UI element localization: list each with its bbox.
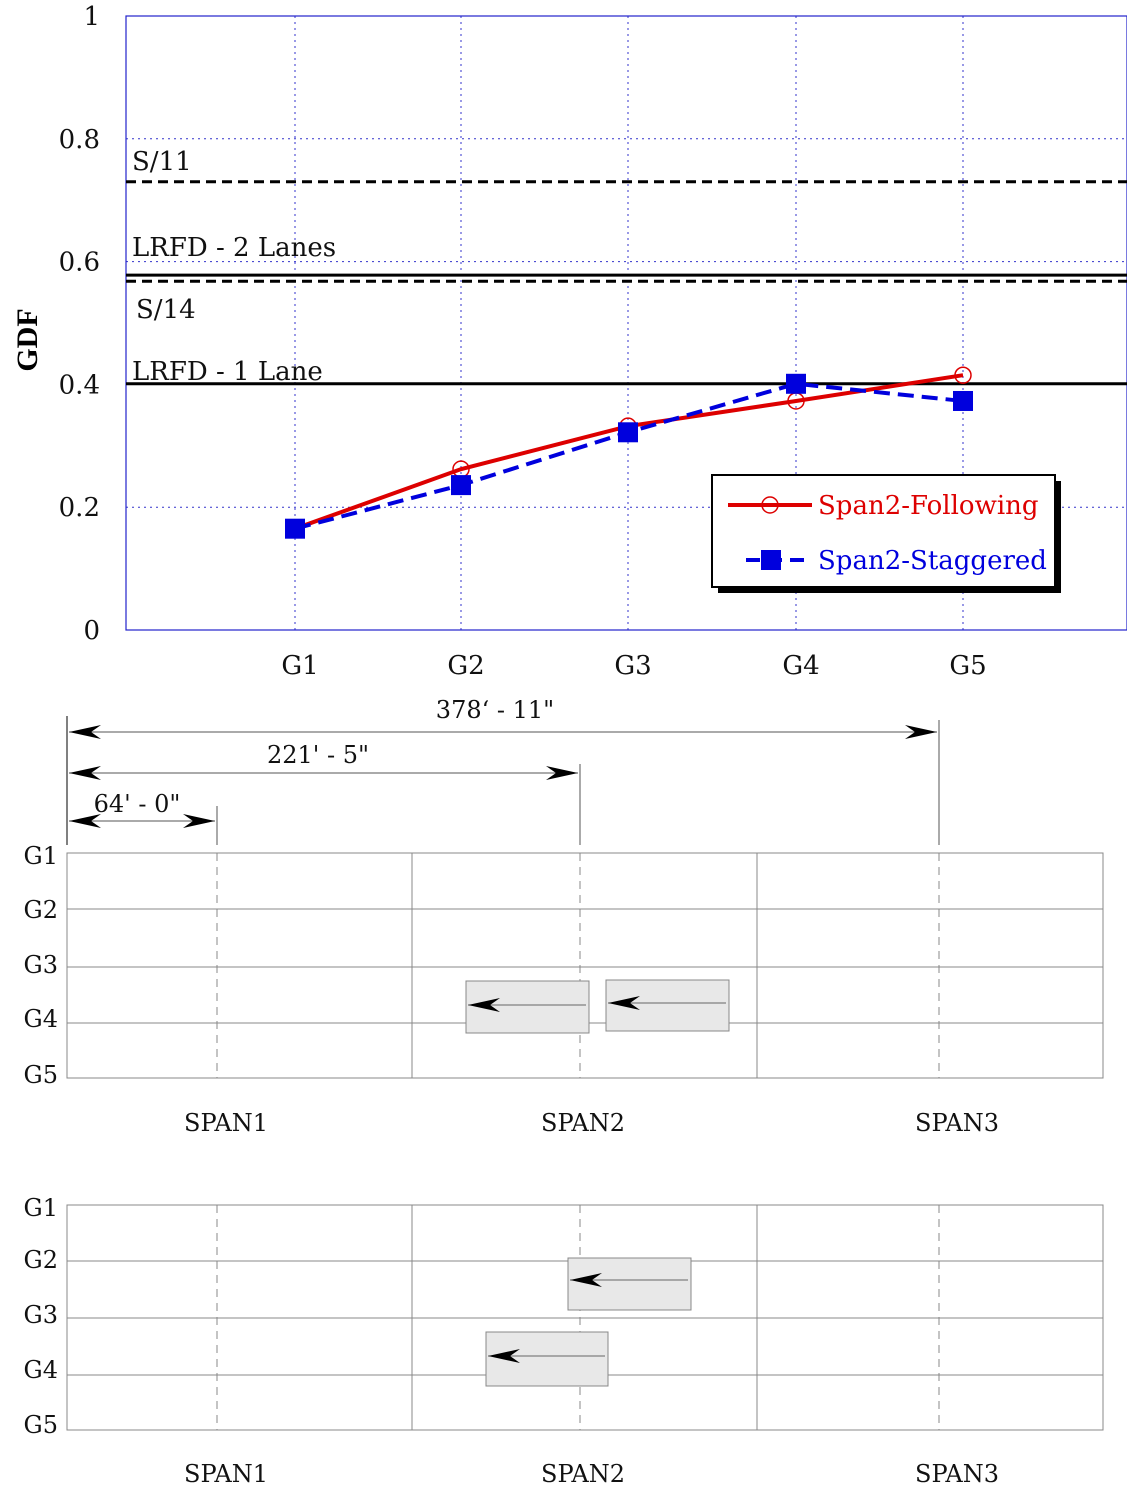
- data-point-staggered: [953, 390, 973, 411]
- truck-body: [567, 1257, 692, 1311]
- span-label: SPAN2: [541, 1460, 625, 1488]
- truck: [567, 1257, 692, 1311]
- y-tick-label: 1: [83, 2, 100, 32]
- x-tick-labels: G1 G2 G3 G4 G5: [281, 651, 986, 681]
- girder-label: G1: [24, 1194, 58, 1222]
- diagram-following: G1 G2 G3 G4 G5 SPAN1 SPAN2 SPAN3: [24, 842, 1104, 1137]
- x-tick-label: G1: [281, 651, 318, 681]
- dim-label-64: 64' - 0": [94, 790, 181, 818]
- y-tick-label: 0.4: [59, 370, 100, 400]
- truck-body: [605, 979, 730, 1032]
- truck: [485, 1331, 609, 1387]
- data-point-staggered: [786, 373, 806, 394]
- girder-label: G2: [24, 1246, 58, 1274]
- reference-line-label: S/14: [136, 295, 196, 325]
- girder-label: G5: [24, 1061, 58, 1089]
- truck-body: [485, 1331, 609, 1387]
- span-label: SPAN3: [915, 1109, 999, 1137]
- reference-line-label: LRFD - 1 Lane: [132, 357, 323, 387]
- girder-label: G1: [24, 842, 58, 870]
- girder-label: G3: [24, 951, 58, 979]
- dim-label-378: 378‘ - 11": [436, 696, 554, 724]
- girder-label: G4: [24, 1005, 58, 1033]
- y-tick-label: 0.2: [59, 493, 100, 523]
- legend-marker-following: [761, 496, 779, 514]
- y-tick-label: 0.8: [59, 125, 100, 155]
- x-tick-label: G4: [782, 651, 819, 681]
- reference-lines: S/11 LRFD - 2 Lanes S/14 LRFD - 1 Lane: [126, 147, 1127, 387]
- legend-marker-staggered: [761, 550, 781, 570]
- diagram-staggered: G1 G2 G3 G4 G5 SPAN1 SPAN2 SPAN3: [24, 1194, 1104, 1488]
- reference-line-label: S/11: [132, 147, 192, 177]
- legend-label-following: Span2-Following: [818, 491, 1039, 521]
- girder-label: G3: [24, 1301, 58, 1329]
- legend-label-staggered: Span2-Staggered: [818, 546, 1047, 576]
- gdf-chart: 0 0.2 0.4 0.6 0.8 1 G1 G2 G3 G4 G5 GDF S/11 LRFD -…: [11, 2, 1127, 681]
- y-tick-labels: 0 0.2 0.4 0.6 0.8 1: [59, 2, 100, 646]
- span-label: SPAN2: [541, 1109, 625, 1137]
- girder-label: G4: [24, 1356, 58, 1384]
- data-point-staggered: [285, 518, 305, 539]
- truck: [605, 979, 730, 1032]
- y-tick-label: 0.6: [59, 248, 100, 278]
- data-series: [285, 366, 973, 539]
- girder-label: G5: [24, 1411, 58, 1439]
- data-point-staggered: [451, 475, 471, 496]
- y-tick-label: 0: [83, 616, 100, 646]
- truck-body: [465, 980, 590, 1034]
- legend: Span2-Following Span2-Staggered: [711, 474, 1061, 593]
- span-label: SPAN1: [184, 1109, 268, 1137]
- y-axis-label: GDF: [11, 308, 44, 371]
- x-tick-label: G2: [447, 651, 484, 681]
- data-point-following: [954, 366, 972, 384]
- truck: [465, 980, 590, 1034]
- deck-outline: [66, 852, 1104, 1079]
- girder-label: G2: [24, 896, 58, 924]
- span-label: SPAN1: [184, 1460, 268, 1488]
- span-label: SPAN3: [915, 1460, 999, 1488]
- data-point-staggered: [618, 422, 638, 443]
- x-tick-label: G5: [949, 651, 986, 681]
- span-dimensions: 378‘ - 11" 221' - 5" 64' - 0": [66, 696, 940, 845]
- plot-frame: [125, 15, 1127, 631]
- dim-label-221: 221' - 5": [267, 741, 369, 769]
- reference-line-label: LRFD - 2 Lanes: [132, 233, 336, 263]
- x-tick-label: G3: [614, 651, 651, 681]
